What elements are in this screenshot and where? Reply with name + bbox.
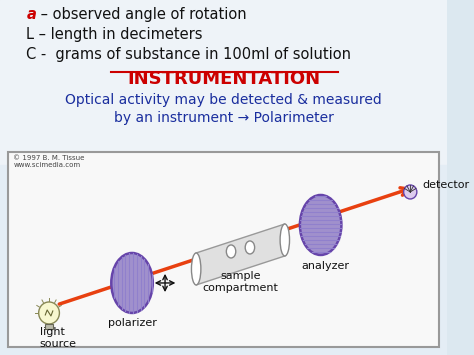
- Text: © 1997 B. M. Tissue
www.scimedia.com: © 1997 B. M. Tissue www.scimedia.com: [13, 155, 84, 168]
- Circle shape: [39, 302, 59, 324]
- Ellipse shape: [191, 253, 201, 285]
- Bar: [46, 324, 53, 329]
- Ellipse shape: [300, 195, 341, 255]
- Text: light
source: light source: [40, 327, 77, 349]
- Ellipse shape: [245, 241, 255, 254]
- Text: L – length in decimeters: L – length in decimeters: [27, 27, 203, 42]
- Text: sample
compartment: sample compartment: [202, 271, 278, 293]
- Bar: [0, 0, 447, 165]
- Ellipse shape: [227, 245, 236, 258]
- Text: a: a: [27, 7, 36, 22]
- Ellipse shape: [280, 224, 290, 256]
- Bar: [8, 152, 439, 347]
- Ellipse shape: [111, 253, 153, 313]
- Text: polarizer: polarizer: [108, 318, 156, 328]
- Text: Optical activity may be detected & measured: Optical activity may be detected & measu…: [65, 93, 382, 107]
- Circle shape: [404, 185, 417, 199]
- Text: C -  grams of substance in 100ml of solution: C - grams of substance in 100ml of solut…: [27, 47, 351, 62]
- Text: by an instrument → Polarimeter: by an instrument → Polarimeter: [114, 111, 333, 125]
- Text: detector: detector: [422, 180, 470, 190]
- Text: – observed angle of rotation: – observed angle of rotation: [36, 7, 246, 22]
- Bar: [0, 165, 447, 355]
- Polygon shape: [196, 224, 285, 285]
- Text: INSTRUMENTATION: INSTRUMENTATION: [127, 70, 320, 88]
- Text: analyzer: analyzer: [301, 261, 349, 271]
